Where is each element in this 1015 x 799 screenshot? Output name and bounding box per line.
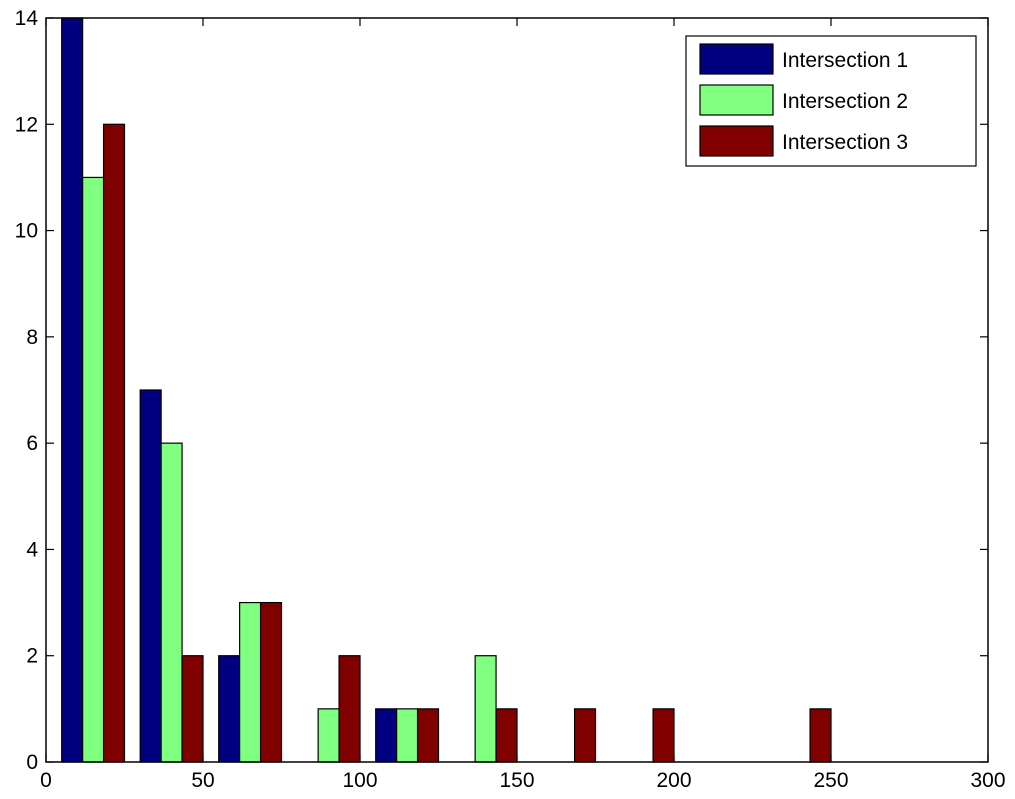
legend-swatch-2 <box>699 84 774 116</box>
bar-series-3-bin-2 <box>181 655 204 763</box>
bar-series-2-bin-2 <box>160 442 183 763</box>
bar-series-3-bin-7 <box>573 708 597 763</box>
y-tick-label: 0 <box>26 751 38 774</box>
bar-series-1-bin-1 <box>61 17 84 763</box>
bar-series-2-bin-6 <box>474 655 497 763</box>
y-tick-label: 10 <box>15 220 38 243</box>
legend-swatch-1 <box>699 43 774 75</box>
y-tick-label: 8 <box>26 326 38 349</box>
legend-label-1: Intersection 1 <box>782 49 908 72</box>
x-tick-label: 300 <box>970 769 1005 792</box>
bar-series-3-bin-1 <box>102 123 126 763</box>
bar-series-3-bin-6 <box>495 708 518 763</box>
legend: Intersection 1 Intersection 2 Intersection… <box>685 35 977 167</box>
y-tick-label: 4 <box>26 538 38 561</box>
bar-series-1-bin-5 <box>375 708 398 763</box>
legend-label-3: Intersection 3 <box>782 131 908 154</box>
x-tick-label: 150 <box>499 769 534 792</box>
legend-label-2: Intersection 2 <box>782 90 908 113</box>
bar-series-3-bin-8 <box>652 708 675 763</box>
bar-series-1-bin-3 <box>218 655 241 763</box>
bars-group <box>61 17 832 763</box>
bar-series-2-bin-5 <box>396 708 419 763</box>
y-tick-labels: 0 2 4 6 8 10 12 14 <box>15 7 39 774</box>
legend-swatch-3 <box>699 125 774 157</box>
y-tick-label: 2 <box>26 645 38 668</box>
bar-series-3-bin-10 <box>809 708 832 763</box>
y-tick-label: 14 <box>15 7 39 30</box>
bar-series-2-bin-4 <box>317 708 340 763</box>
bar-series-3-bin-4 <box>338 655 361 763</box>
x-tick-label: 50 <box>191 769 214 792</box>
axis-ticks-group <box>45 17 989 763</box>
x-tick-label: 250 <box>813 769 848 792</box>
bar-series-2-bin-3 <box>239 601 262 763</box>
bar-series-3-bin-3 <box>259 601 283 763</box>
y-tick-label: 12 <box>15 113 38 136</box>
x-tick-label: 200 <box>656 769 691 792</box>
bar-series-1-bin-2 <box>139 389 162 763</box>
bar-series-2-bin-1 <box>82 176 105 763</box>
x-tick-label: 0 <box>40 769 52 792</box>
x-tick-label: 100 <box>342 769 377 792</box>
y-tick-label: 6 <box>26 432 38 455</box>
bar-series-3-bin-5 <box>416 708 440 763</box>
x-tick-labels: 0 50 100 150 200 250 300 <box>40 769 1005 792</box>
